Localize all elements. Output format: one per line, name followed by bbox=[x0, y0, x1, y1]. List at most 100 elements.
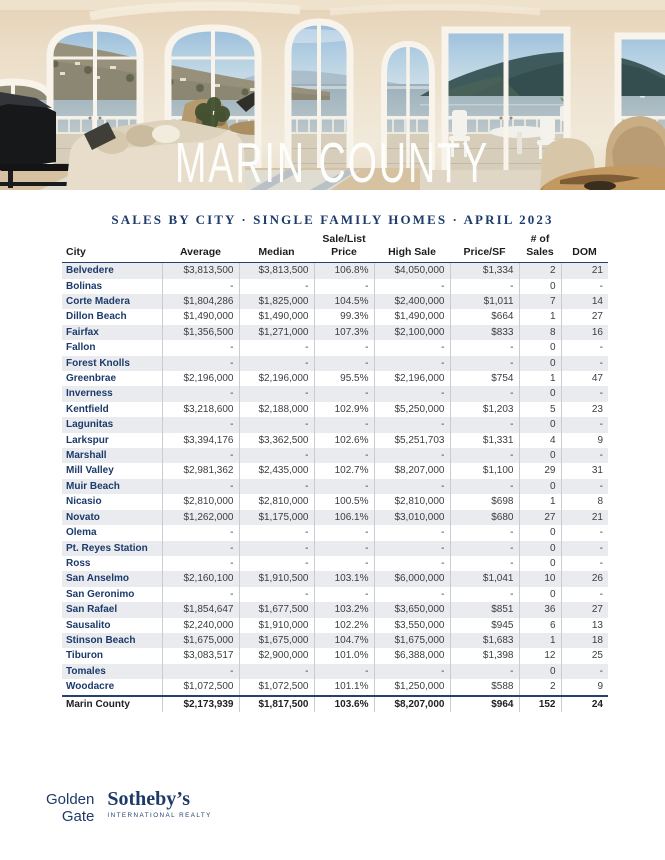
value-cell: - bbox=[449, 278, 519, 294]
brand-footer: Golden Gate Sotheby’s INTERNATIONAL REAL… bbox=[46, 789, 212, 826]
brand-sothebys: Sotheby’s bbox=[107, 788, 190, 810]
value-cell: $2,196,000 bbox=[238, 371, 314, 387]
value-cell: - bbox=[560, 663, 608, 680]
column-header: Sale/List Price bbox=[314, 233, 374, 264]
value-cell: - bbox=[313, 340, 374, 356]
city-cell: Kentfield bbox=[66, 403, 109, 415]
value-cell: $1,675,000 bbox=[373, 632, 450, 649]
value-cell: $1,817,500 bbox=[238, 694, 314, 712]
city-cell: Fairfax bbox=[62, 324, 162, 341]
value-cell: $3,394,176 bbox=[161, 432, 239, 449]
value-cell: $2,188,000 bbox=[238, 401, 314, 418]
value-cell: - bbox=[161, 478, 239, 495]
table-header: City Average Median Sale/List Price High Sale… bbox=[62, 233, 608, 264]
value-cell: - bbox=[161, 340, 239, 356]
total-row: Marin County $2,173,939 $1,817,500 103.6% $8… bbox=[62, 694, 608, 712]
table-row: Bolinas - - - - -0- bbox=[62, 278, 608, 294]
value-cell: $3,218,600 bbox=[161, 401, 239, 418]
value-cell: 8 bbox=[560, 494, 608, 510]
value-cell: 0 bbox=[518, 555, 561, 572]
city-cell: Ross bbox=[66, 557, 91, 569]
value-cell: - bbox=[161, 540, 239, 556]
value-cell: - bbox=[373, 417, 450, 433]
value-cell: - bbox=[161, 555, 239, 572]
value-cell: 102.9% bbox=[313, 401, 374, 418]
value-cell: - bbox=[313, 417, 374, 433]
header-row: City Average Median Sale/List Price High Sale… bbox=[62, 233, 608, 264]
value-cell: 14 bbox=[560, 294, 608, 310]
column-header: Average bbox=[162, 233, 239, 264]
value-cell: $2,810,000 bbox=[238, 494, 314, 510]
value-cell: $2,810,000 bbox=[373, 494, 450, 510]
value-cell: $1,490,000 bbox=[161, 309, 239, 325]
value-cell: - bbox=[313, 278, 374, 294]
value-cell: $2,196,000 bbox=[161, 371, 239, 387]
value-cell: $1,175,000 bbox=[238, 509, 314, 526]
value-cell: 101.0% bbox=[313, 648, 374, 664]
value-cell: - bbox=[560, 555, 608, 572]
value-cell: $3,362,500 bbox=[238, 432, 314, 449]
value-cell: 5 bbox=[518, 401, 561, 418]
value-cell: 1 bbox=[518, 632, 561, 649]
value-cell: 1 bbox=[518, 494, 561, 510]
value-cell: $2,160,100 bbox=[161, 571, 239, 587]
value-cell: 2 bbox=[518, 679, 561, 696]
city-cell: Larkspur bbox=[66, 434, 109, 446]
value-cell: 13 bbox=[560, 617, 608, 633]
value-cell: $2,900,000 bbox=[238, 648, 314, 664]
value-cell: 0 bbox=[518, 540, 561, 556]
value-cell: - bbox=[449, 478, 519, 495]
value-cell: - bbox=[449, 386, 519, 402]
city-cell: Dillon Beach bbox=[66, 311, 127, 323]
value-cell: $3,813,500 bbox=[238, 262, 314, 279]
value-cell: 31 bbox=[560, 463, 608, 479]
value-cell: - bbox=[560, 340, 608, 356]
value-cell: 47 bbox=[560, 371, 608, 387]
value-cell: 1 bbox=[518, 309, 561, 325]
value-cell: 100.5% bbox=[313, 494, 374, 510]
sothebys-logo: Sotheby’s INTERNATIONAL REALTY bbox=[107, 788, 211, 820]
value-cell: 21 bbox=[560, 262, 608, 279]
value-cell: 7 bbox=[518, 294, 561, 310]
value-cell: $1,100 bbox=[449, 463, 519, 479]
value-cell: $1,683 bbox=[449, 632, 519, 649]
value-cell: $4,050,000 bbox=[373, 262, 450, 279]
value-cell: $8,207,000 bbox=[373, 694, 450, 712]
value-cell: $2,196,000 bbox=[373, 371, 450, 387]
value-cell: 29 bbox=[518, 463, 561, 479]
value-cell: 6 bbox=[518, 617, 561, 633]
value-cell: 18 bbox=[560, 632, 608, 649]
value-cell: - bbox=[238, 540, 314, 556]
table-row: Mill Valley $2,981,362 $2,435,000 102.7% $8,… bbox=[62, 463, 608, 479]
city-cell: Olema bbox=[66, 527, 97, 539]
value-cell: - bbox=[313, 386, 374, 402]
value-cell: - bbox=[449, 417, 519, 433]
column-header: # of Sales bbox=[519, 233, 561, 264]
table-body: Belvedere $3,813,500 $3,813,500 106.8% $4,05… bbox=[62, 262, 608, 712]
city-cell: Greenbrae bbox=[66, 373, 117, 385]
value-cell: 0 bbox=[518, 586, 561, 603]
value-cell: 103.1% bbox=[313, 571, 374, 587]
value-cell: $3,650,000 bbox=[373, 602, 450, 618]
value-cell: - bbox=[560, 525, 608, 541]
value-cell: - bbox=[238, 663, 314, 680]
value-cell: $1,804,286 bbox=[161, 294, 239, 310]
value-cell: - bbox=[560, 278, 608, 294]
value-cell: - bbox=[373, 355, 450, 372]
table-row: Tomales - - - - -0- bbox=[62, 663, 608, 680]
value-cell: 27 bbox=[560, 309, 608, 325]
value-cell: 27 bbox=[518, 509, 561, 526]
value-cell: 95.5% bbox=[313, 371, 374, 387]
value-cell: - bbox=[313, 586, 374, 603]
value-cell: $1,011 bbox=[449, 294, 519, 310]
city-cell: Novato bbox=[62, 509, 162, 526]
value-cell: - bbox=[560, 478, 608, 495]
value-cell: - bbox=[449, 663, 519, 680]
value-cell: $2,240,000 bbox=[161, 617, 239, 633]
city-cell: Corte Madera bbox=[62, 294, 162, 310]
value-cell: - bbox=[373, 340, 450, 356]
value-cell: 101.1% bbox=[313, 679, 374, 696]
value-cell: $8,207,000 bbox=[373, 463, 450, 479]
value-cell: - bbox=[449, 355, 519, 372]
value-cell: 0 bbox=[518, 448, 561, 464]
